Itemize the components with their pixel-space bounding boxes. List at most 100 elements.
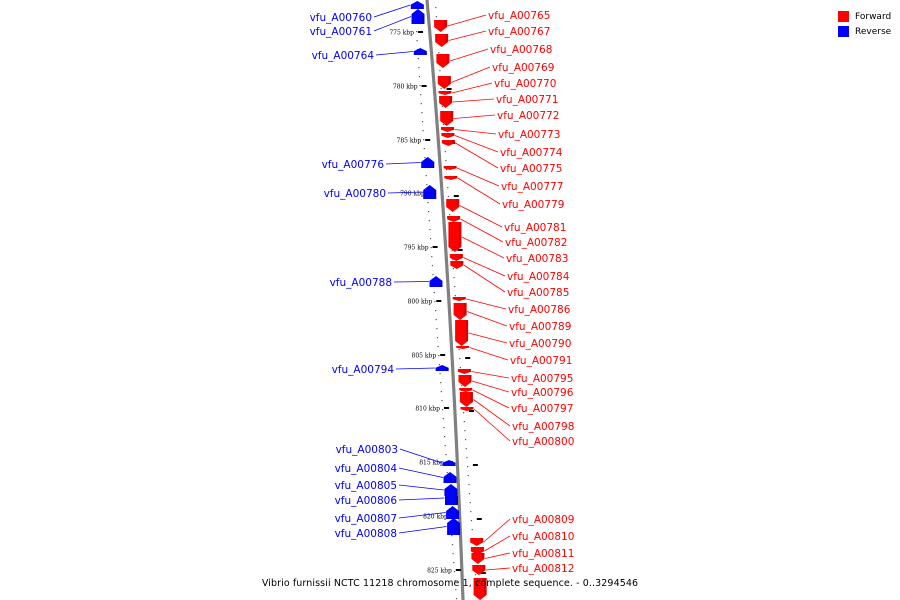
reverse-gene-arrow[interactable] (411, 9, 425, 24)
forward-gene-arrow[interactable] (436, 54, 450, 68)
forward-gene-label[interactable]: vfu_A00791 (510, 355, 572, 367)
forward-gene-label[interactable]: vfu_A00811 (512, 548, 574, 560)
forward-gene-arrow[interactable] (441, 133, 455, 138)
forward-gene-label[interactable]: vfu_A00768 (490, 44, 552, 56)
forward-gene-arrow[interactable] (455, 320, 469, 346)
reverse-gene-arrow[interactable] (423, 185, 437, 199)
forward-strand-genes: vfu_A00765 vfu_A00767 vfu_A00768 vfu_A00769… (434, 10, 574, 600)
forward-gene-arrow[interactable] (446, 199, 460, 212)
forward-gene-arrow[interactable] (450, 261, 464, 269)
reverse-gene-leader (373, 16, 412, 32)
forward-gene-label[interactable]: vfu_A00771 (496, 94, 558, 106)
forward-gene-label[interactable]: vfu_A00810 (512, 531, 574, 543)
forward-gene-arrow[interactable] (460, 407, 474, 411)
forward-gene-arrow[interactable] (441, 140, 455, 146)
reverse-gene-arrow[interactable] (413, 48, 427, 55)
forward-gene-arrow[interactable] (473, 578, 487, 600)
forward-gene-label[interactable]: vfu_A00790 (509, 338, 571, 350)
forward-gene-label[interactable]: vfu_A00784 (507, 271, 570, 283)
reverse-gene-arrow[interactable] (435, 365, 449, 371)
forward-gene-arrow[interactable] (457, 369, 471, 374)
forward-gene-label[interactable]: vfu_A00785 (507, 287, 569, 299)
forward-gene-arrow[interactable] (470, 538, 484, 546)
forward-gene-arrow[interactable] (447, 216, 461, 222)
forward-gene-label[interactable]: vfu_A00777 (501, 181, 563, 193)
forward-gene-label[interactable]: vfu_A00782 (505, 237, 567, 249)
reverse-gene-label[interactable]: vfu_A00808 (335, 528, 397, 540)
forward-gene-arrow[interactable] (440, 111, 454, 126)
forward-gene-arrow[interactable] (458, 375, 472, 387)
forward-gene-label[interactable]: vfu_A00789 (509, 321, 571, 333)
forward-gene-label[interactable]: vfu_A00765 (488, 10, 550, 22)
reverse-gene-label[interactable]: vfu_A00776 (322, 159, 385, 171)
forward-gene-label[interactable]: vfu_A00772 (497, 110, 559, 122)
reverse-gene-leader (398, 467, 444, 478)
scale-tick-right (465, 357, 471, 359)
reverse-gene-label[interactable]: vfu_A00805 (335, 480, 397, 492)
forward-gene-arrow[interactable] (444, 176, 458, 180)
forward-gene-label[interactable]: vfu_A00798 (512, 421, 574, 433)
forward-gene-arrow[interactable] (438, 91, 452, 95)
forward-gene-label[interactable]: vfu_A00767 (488, 26, 550, 38)
forward-gene-label[interactable]: vfu_A00773 (498, 129, 560, 141)
forward-gene-arrow[interactable] (434, 20, 448, 32)
forward-gene-arrow[interactable] (441, 127, 454, 132)
forward-gene-label[interactable]: vfu_A00786 (508, 304, 571, 316)
reverse-gene-arrow[interactable] (443, 472, 457, 483)
reverse-gene-arrow[interactable] (429, 276, 443, 287)
reverse-gene-leader (399, 448, 443, 464)
forward-gene-label[interactable]: vfu_A00770 (494, 78, 556, 90)
forward-gene-label[interactable]: vfu_A00812 (512, 563, 574, 575)
forward-gene-leader (472, 389, 510, 409)
forward-gene-label[interactable]: vfu_A00775 (500, 163, 562, 175)
scale-tick (455, 569, 461, 571)
forward-gene-label[interactable]: vfu_A00796 (511, 387, 574, 399)
forward-gene-leader (451, 66, 491, 83)
reverse-gene-label[interactable]: vfu_A00764 (312, 50, 375, 62)
forward-gene-arrow[interactable] (459, 392, 473, 407)
forward-gene-arrow[interactable] (443, 166, 457, 170)
reverse-gene-label[interactable]: vfu_A00803 (336, 444, 398, 456)
reverse-gene-label[interactable]: vfu_A00807 (335, 513, 397, 525)
legend-reverse: Reverse (838, 24, 891, 39)
forward-gene-arrow[interactable] (459, 388, 473, 392)
forward-gene-arrow[interactable] (472, 565, 486, 575)
forward-gene-label[interactable]: vfu_A00795 (511, 373, 573, 385)
reverse-gene-label[interactable]: vfu_A00760 (310, 12, 372, 24)
reverse-gene-label[interactable]: vfu_A00794 (332, 364, 395, 376)
forward-gene-arrow[interactable] (471, 553, 485, 564)
forward-gene-arrow[interactable] (437, 76, 451, 89)
reverse-gene-label[interactable]: vfu_A00780 (324, 188, 386, 200)
forward-gene-arrow[interactable] (453, 303, 467, 320)
forward-gene-label[interactable]: vfu_A00809 (512, 514, 574, 526)
forward-gene-leader (473, 399, 511, 427)
reverse-gene-arrow[interactable] (446, 506, 460, 519)
forward-gene-leader (469, 347, 509, 361)
reverse-gene-arrow[interactable] (447, 518, 461, 535)
forward-gene-label[interactable]: vfu_A00774 (500, 147, 563, 159)
reverse-gene-arrow[interactable] (444, 484, 458, 496)
forward-gene-label[interactable]: vfu_A00769 (492, 62, 554, 74)
reverse-gene-arrow[interactable] (445, 491, 458, 505)
scale-tick-label: 780 kbp (393, 84, 418, 91)
legend-reverse-label: Reverse (855, 26, 892, 37)
forward-gene-label[interactable]: vfu_A00781 (504, 222, 566, 234)
reverse-gene-label[interactable]: vfu_A00788 (330, 277, 392, 289)
forward-gene-arrow[interactable] (439, 96, 453, 108)
reverse-gene-arrow[interactable] (421, 157, 435, 168)
forward-gene-label[interactable]: vfu_A00800 (512, 436, 574, 448)
scale-tick-right (472, 464, 478, 466)
reverse-gene-label[interactable]: vfu_A00761 (310, 26, 372, 38)
reverse-gene-label[interactable]: vfu_A00806 (335, 495, 398, 507)
forward-gene-arrow[interactable] (435, 34, 449, 47)
forward-gene-arrow[interactable] (456, 346, 470, 349)
forward-gene-arrow[interactable] (449, 254, 463, 261)
forward-gene-label[interactable]: vfu_A00797 (511, 403, 573, 415)
forward-gene-label[interactable]: vfu_A00779 (502, 199, 564, 211)
forward-gene-arrow[interactable] (448, 222, 462, 252)
reverse-gene-arrow[interactable] (442, 460, 456, 466)
forward-gene-arrow[interactable] (452, 297, 466, 301)
forward-gene-label[interactable]: vfu_A00783 (506, 253, 568, 265)
reverse-gene-label[interactable]: vfu_A00804 (335, 463, 398, 475)
reverse-gene-arrow[interactable] (410, 1, 424, 9)
